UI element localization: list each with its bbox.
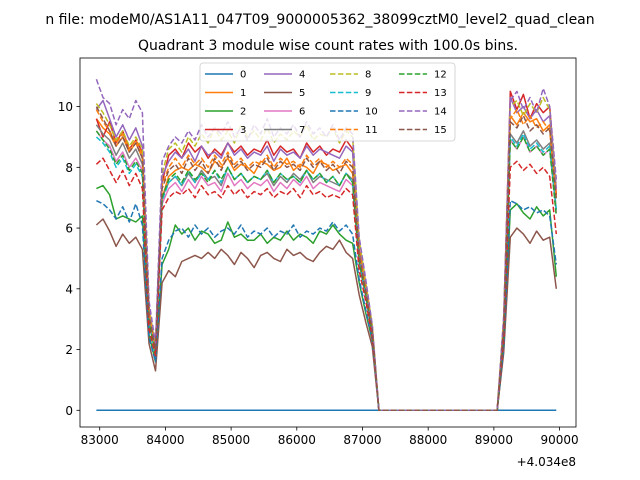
legend-label-12: 12 xyxy=(434,70,447,81)
series-line-4 xyxy=(95,96,558,412)
legend-label-9: 9 xyxy=(365,88,371,99)
legend-label-10: 10 xyxy=(365,107,378,118)
legend-label-1: 1 xyxy=(240,88,246,99)
legend-label-5: 5 xyxy=(299,88,305,99)
series-line-15 xyxy=(95,106,558,412)
y-tick-label: 0 xyxy=(65,404,73,418)
x-tick-label: 87000 xyxy=(343,433,381,447)
series-line-12 xyxy=(95,130,558,412)
legend-label-11: 11 xyxy=(365,125,378,136)
legend-label-2: 2 xyxy=(240,107,246,118)
series-line-1 xyxy=(95,111,558,412)
x-tick-label: 90000 xyxy=(540,433,578,447)
legend-label-4: 4 xyxy=(299,70,305,81)
chart-title: Quadrant 3 module wise count rates with … xyxy=(138,38,518,54)
series-line-10 xyxy=(96,199,558,412)
legend-label-0: 0 xyxy=(240,70,246,81)
x-offset-label: +4.034e8 xyxy=(517,455,576,469)
figure-suptitle: n file: modeM0/AS1A11_047T09_9000005362_… xyxy=(45,12,594,28)
legend-label-3: 3 xyxy=(240,125,246,136)
legend-label-7: 7 xyxy=(299,125,305,136)
series-line-8 xyxy=(95,96,558,412)
legend-label-6: 6 xyxy=(299,107,305,118)
series-line-2 xyxy=(96,184,558,412)
x-tick-label: 89000 xyxy=(475,433,513,447)
legend-label-8: 8 xyxy=(365,70,371,81)
legend-box xyxy=(199,62,456,142)
x-tick-label: 88000 xyxy=(409,433,447,447)
legend-label-14: 14 xyxy=(434,107,447,118)
axes-frame xyxy=(79,57,577,428)
y-tick-label: 4 xyxy=(65,282,73,296)
y-tick-label: 6 xyxy=(65,222,73,236)
y-tick-label: 2 xyxy=(65,343,73,357)
series-line-6 xyxy=(95,130,558,412)
y-tick-label: 10 xyxy=(58,100,73,114)
x-tick-label: 85000 xyxy=(212,433,250,447)
series-line-9 xyxy=(95,133,558,412)
x-tick-label: 86000 xyxy=(278,433,316,447)
legend-label-15: 15 xyxy=(434,125,447,136)
plot-area: 83000 84000 85000 86000 87000 88000 89000 90000… xyxy=(58,57,579,447)
x-tick-label: 84000 xyxy=(146,433,184,447)
y-tick-label: 8 xyxy=(65,161,73,175)
x-tick-label: 83000 xyxy=(81,433,119,447)
legend-label-13: 13 xyxy=(434,88,447,99)
